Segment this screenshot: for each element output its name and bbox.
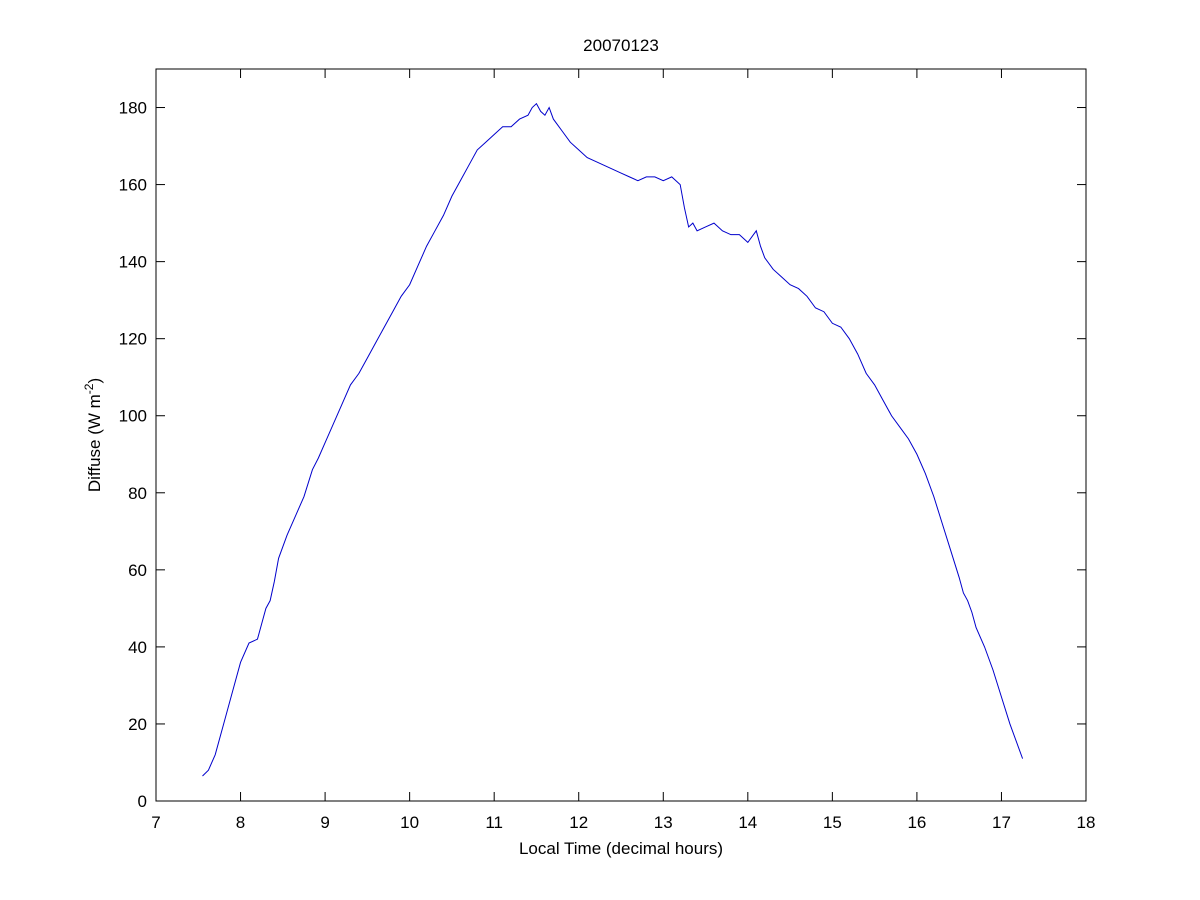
y-axis-label-main: Diffuse (W m [85,394,104,492]
x-tick-label: 9 [320,813,329,832]
y-axis-label-superscript: -2 [82,383,96,394]
x-tick-label: 18 [1077,813,1096,832]
y-tick-label: 160 [119,176,147,195]
x-tick-label: 16 [907,813,926,832]
plot-area [155,68,1087,802]
x-tick-label: 8 [236,813,245,832]
y-axis-label-close: ) [85,378,104,384]
chart-title: 20070123 [583,36,659,55]
x-tick-label: 11 [485,813,503,832]
x-tick-label: 14 [738,813,757,832]
axes-box [155,68,1087,802]
x-axis-label: Local Time (decimal hours) [519,839,723,858]
series-line [202,102,1024,777]
y-tick-label: 40 [128,638,147,657]
y-tick-label: 20 [128,715,147,734]
x-tick-label: 15 [823,813,842,832]
y-tick-label: 60 [128,561,147,580]
x-tick-label: 13 [654,813,673,832]
y-axis: 0 20 40 60 80 100 120 140 160 180 [119,99,1086,811]
y-tick-label: 100 [119,407,147,426]
x-tick-label: 10 [400,813,419,832]
x-tick-label: 12 [569,813,588,832]
y-tick-label: 180 [119,99,147,118]
x-tick-label: 7 [151,813,160,832]
y-tick-label: 140 [119,253,147,272]
y-axis-label: Diffuse (W m-2) [82,378,104,492]
y-tick-label: 80 [128,484,147,503]
x-axis: 7 8 9 10 11 12 13 14 15 16 17 18 [151,69,1095,832]
x-tick-label: 17 [992,813,1011,832]
y-tick-label: 120 [119,330,147,349]
y-tick-label: 0 [138,792,147,811]
